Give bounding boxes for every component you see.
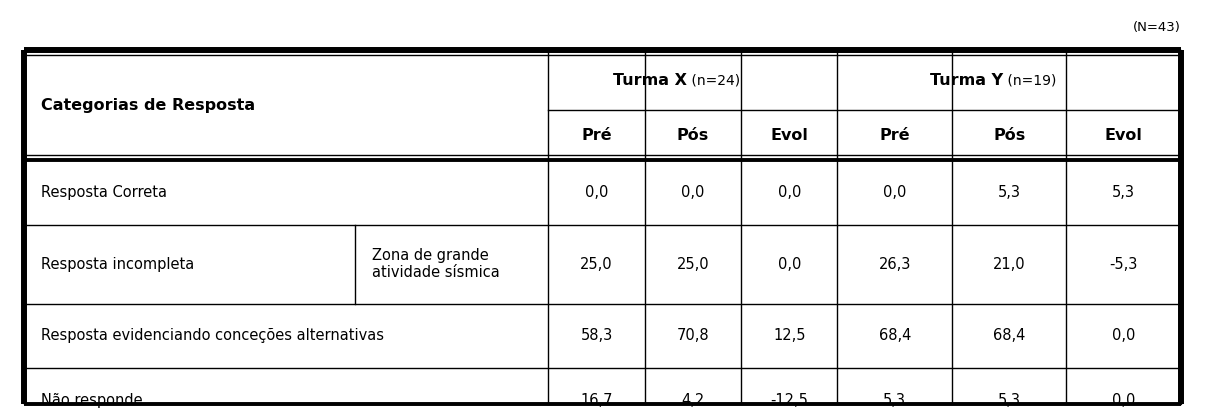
Text: 0,0: 0,0 [777,185,801,200]
Text: 26,3: 26,3 [878,257,911,272]
Text: Pós: Pós [993,128,1025,143]
Text: Pré: Pré [581,128,612,143]
Text: Resposta evidenciando conceções alternativas: Resposta evidenciando conceções alternat… [41,328,384,344]
Text: 5,3: 5,3 [998,185,1021,200]
Text: Turma Y: Turma Y [930,72,1003,88]
Text: 68,4: 68,4 [878,328,911,344]
Text: (n=19): (n=19) [1003,73,1057,87]
Text: -5,3: -5,3 [1110,257,1138,272]
Bar [24,50,1181,404]
Text: 21,0: 21,0 [993,257,1025,272]
Text: 12,5: 12,5 [774,328,805,344]
Text: Turma X: Turma X [613,72,687,88]
Text: 0,0: 0,0 [883,185,906,200]
Text: 25,0: 25,0 [676,257,710,272]
Text: Categorias de Resposta: Categorias de Resposta [41,97,255,113]
Text: 16,7: 16,7 [581,393,612,408]
Text: (n=24): (n=24) [687,73,740,87]
Text: 0,0: 0,0 [777,257,801,272]
Text: Evol: Evol [770,128,809,143]
Text: 70,8: 70,8 [676,328,710,344]
Text: 4,2: 4,2 [681,393,705,408]
Text: 5,3: 5,3 [998,393,1021,408]
Text: (N=43): (N=43) [1133,20,1181,34]
Text: 0,0: 0,0 [584,185,609,200]
Text: 0,0: 0,0 [681,185,705,200]
Text: 25,0: 25,0 [580,257,613,272]
Text: Não responde: Não responde [41,393,142,408]
Text: 0,0: 0,0 [1112,393,1135,408]
Text: 0,0: 0,0 [1112,328,1135,344]
Text: Evol: Evol [1105,128,1142,143]
Text: Zona de grande
atividade sísmica: Zona de grande atividade sísmica [372,248,500,280]
Text: Pré: Pré [880,128,910,143]
Text: -12,5: -12,5 [770,393,809,408]
Text: Resposta Correta: Resposta Correta [41,185,167,200]
Text: Resposta incompleta: Resposta incompleta [41,257,194,272]
Text: 5,3: 5,3 [1112,185,1135,200]
Text: 68,4: 68,4 [993,328,1025,344]
Text: Pós: Pós [677,128,709,143]
Text: 58,3: 58,3 [581,328,612,344]
Text: 5,3: 5,3 [883,393,906,408]
